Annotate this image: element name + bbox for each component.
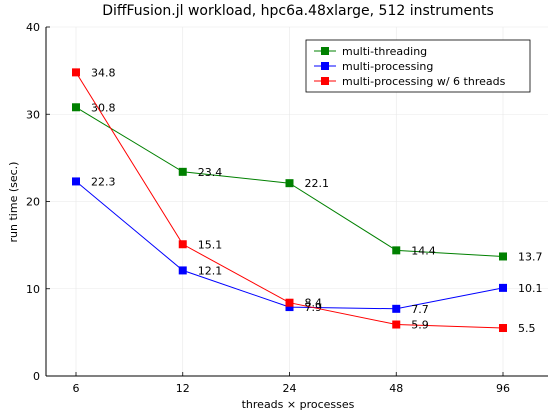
data-label: 23.4: [198, 166, 223, 179]
series-1: 30.8 23.4 22.1 14.4 13.7: [72, 101, 543, 263]
legend-marker: [321, 62, 329, 70]
chart-title: DiffFusion.jl workload, hpc6a.48xlarge, …: [102, 3, 494, 19]
data-label: 34.8: [91, 66, 116, 79]
data-point: [72, 103, 80, 112]
legend-entry: multi-threading: [342, 45, 427, 58]
data-label: 10.1: [518, 282, 543, 295]
legend-marker: [321, 77, 329, 85]
series-2: 22.312.17.9 7.710.1: [72, 175, 543, 316]
data-point: [285, 303, 294, 312]
data-label: 22.3: [91, 175, 116, 188]
data-point: [392, 304, 401, 313]
data-label: 30.8: [91, 101, 116, 114]
x-tick-label: 12: [176, 382, 190, 395]
x-axis-label: threads × processes: [242, 398, 355, 411]
data-point: [392, 246, 401, 255]
y-tick-label: 40: [26, 21, 40, 34]
data-point: [285, 179, 294, 188]
data-point: [392, 320, 401, 329]
data-point: [178, 240, 187, 249]
data-point: [72, 177, 80, 186]
y-tick-label: 20: [26, 196, 40, 209]
data-point: [499, 283, 507, 292]
series-group: 30.823.422.114.4 13.722.312.17.9 7.710.134…: [72, 66, 543, 335]
data-point: [499, 324, 507, 333]
data-point: [72, 68, 80, 77]
y-tick-label: 0: [33, 370, 40, 383]
y-tick-label: 10: [26, 283, 40, 296]
data-point: [178, 266, 187, 275]
legend-marker: [321, 47, 329, 55]
legend-box: [305, 39, 531, 93]
data-label: 12.1: [198, 264, 223, 277]
data-label: 14.4: [411, 244, 436, 257]
axes: [45, 26, 548, 377]
y-tick-label: 30: [26, 108, 40, 121]
x-tick-label: 24: [283, 382, 297, 395]
data-label: 5.9: [411, 319, 429, 332]
data-label: 13.7: [518, 250, 543, 263]
x-tick-label: 96: [496, 382, 510, 395]
data-label: 8.4: [305, 297, 323, 310]
legend-entry: multi-processing w/ 6 threads: [342, 75, 506, 88]
data-label: 15.1: [198, 238, 223, 251]
data-point: [285, 298, 294, 307]
data-point: [499, 252, 507, 261]
x-tick-label: 6: [73, 382, 80, 395]
legend: multi-threading multi-processing multi-pro…: [305, 39, 531, 93]
y-axis-label: run time (sec.): [7, 162, 20, 243]
tick-labels: 6 12 24 48 96 0 10 20 30 40: [26, 21, 510, 395]
data-point: [178, 167, 187, 176]
data-label: 7.7: [411, 303, 429, 316]
data-label: 22.1: [305, 177, 330, 190]
legend-entry: multi-processing: [342, 60, 433, 73]
series-3: 34.8 15.1 8.4 5.9 5.5: [72, 66, 536, 335]
x-tick-label: 48: [389, 382, 403, 395]
data-label: 5.5: [518, 322, 536, 335]
